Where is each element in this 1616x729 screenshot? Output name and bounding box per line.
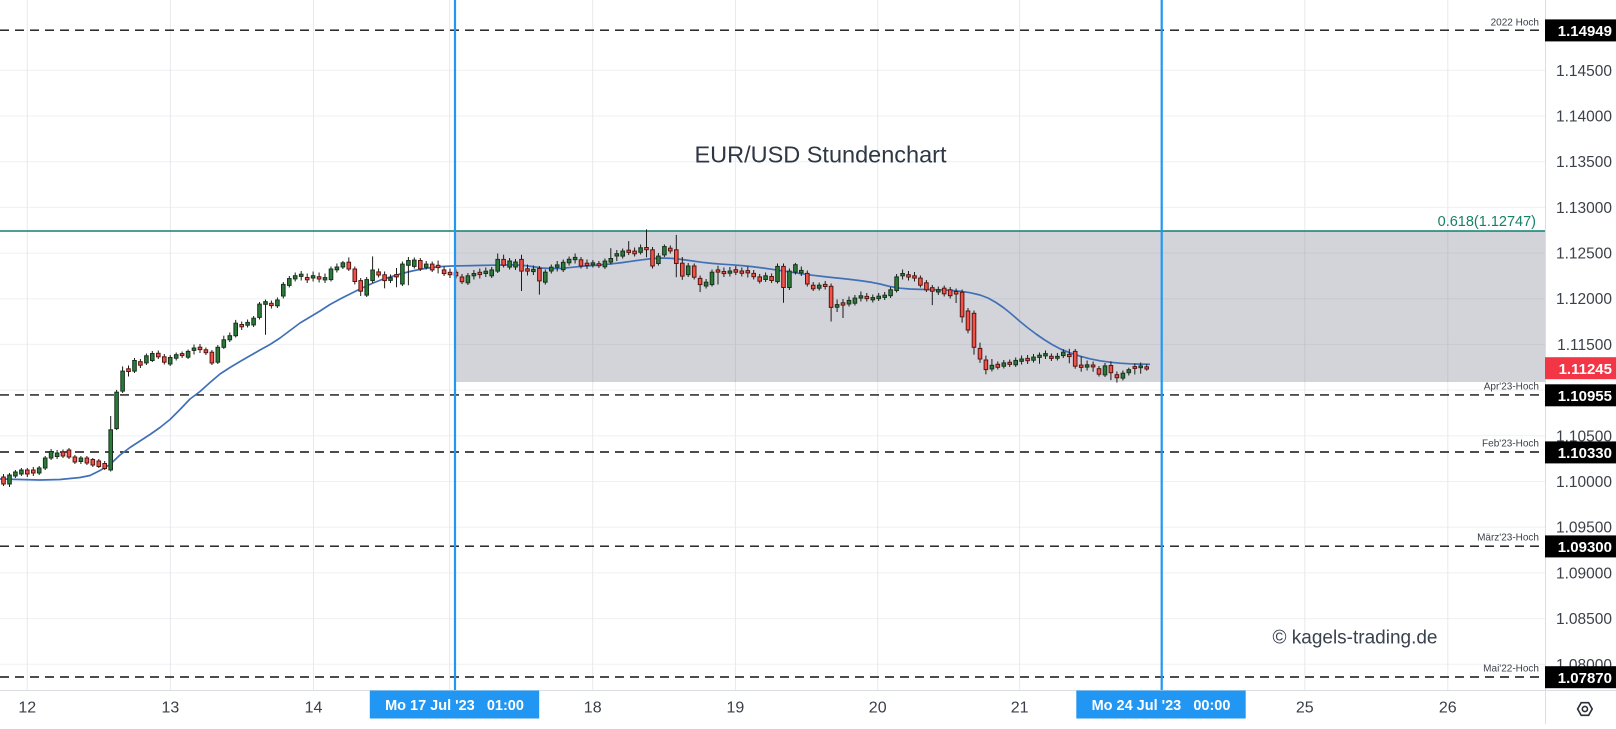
svg-text:1.14949: 1.14949 [1558,23,1612,40]
svg-text:1.11245: 1.11245 [1559,361,1612,378]
svg-text:20: 20 [869,700,887,717]
svg-text:1.08500: 1.08500 [1556,611,1612,628]
svg-text:März'23-Hoch: März'23-Hoch [1477,533,1539,544]
svg-text:18: 18 [584,700,602,717]
svg-text:1.12000: 1.12000 [1556,291,1612,308]
svg-text:Mai'22-Hoch: Mai'22-Hoch [1483,664,1539,675]
svg-text:© kagels-trading.de: © kagels-trading.de [1272,628,1437,649]
svg-text:1.07870: 1.07870 [1558,670,1612,687]
svg-text:1.09500: 1.09500 [1556,520,1612,537]
svg-text:1.13000: 1.13000 [1556,200,1612,217]
svg-text:1.12500: 1.12500 [1556,246,1612,263]
svg-text:19: 19 [727,700,745,717]
svg-text:1.10955: 1.10955 [1558,388,1612,405]
svg-text:0.618(1.12747): 0.618(1.12747) [1438,214,1536,230]
svg-text:1.11500: 1.11500 [1557,337,1612,354]
svg-text:14: 14 [305,700,323,717]
svg-text:12: 12 [18,700,36,717]
svg-text:EUR/USD Stundenchart: EUR/USD Stundenchart [694,142,947,168]
svg-text:1.10500: 1.10500 [1556,428,1612,445]
svg-text:1.09000: 1.09000 [1556,565,1612,582]
svg-text:26: 26 [1439,700,1457,717]
svg-text:21: 21 [1011,700,1029,717]
svg-text:Mo 24 Jul '23 00:00: Mo 24 Jul '23 00:00 [1092,698,1231,714]
svg-text:1.10330: 1.10330 [1558,445,1612,462]
svg-text:Apr'23-Hoch: Apr'23-Hoch [1484,382,1539,393]
svg-text:Mo 17 Jul '23 01:00: Mo 17 Jul '23 01:00 [385,698,524,714]
svg-text:1.10000: 1.10000 [1556,474,1612,491]
svg-text:1.14500: 1.14500 [1556,63,1612,80]
svg-text:Feb'23-Hoch: Feb'23-Hoch [1482,439,1539,450]
svg-text:1.09300: 1.09300 [1558,539,1612,556]
svg-text:1.13500: 1.13500 [1556,154,1612,171]
svg-text:25: 25 [1296,700,1314,717]
svg-text:1.14000: 1.14000 [1556,109,1612,126]
svg-text:2022 Hoch: 2022 Hoch [1491,18,1539,29]
svg-text:13: 13 [162,700,180,717]
